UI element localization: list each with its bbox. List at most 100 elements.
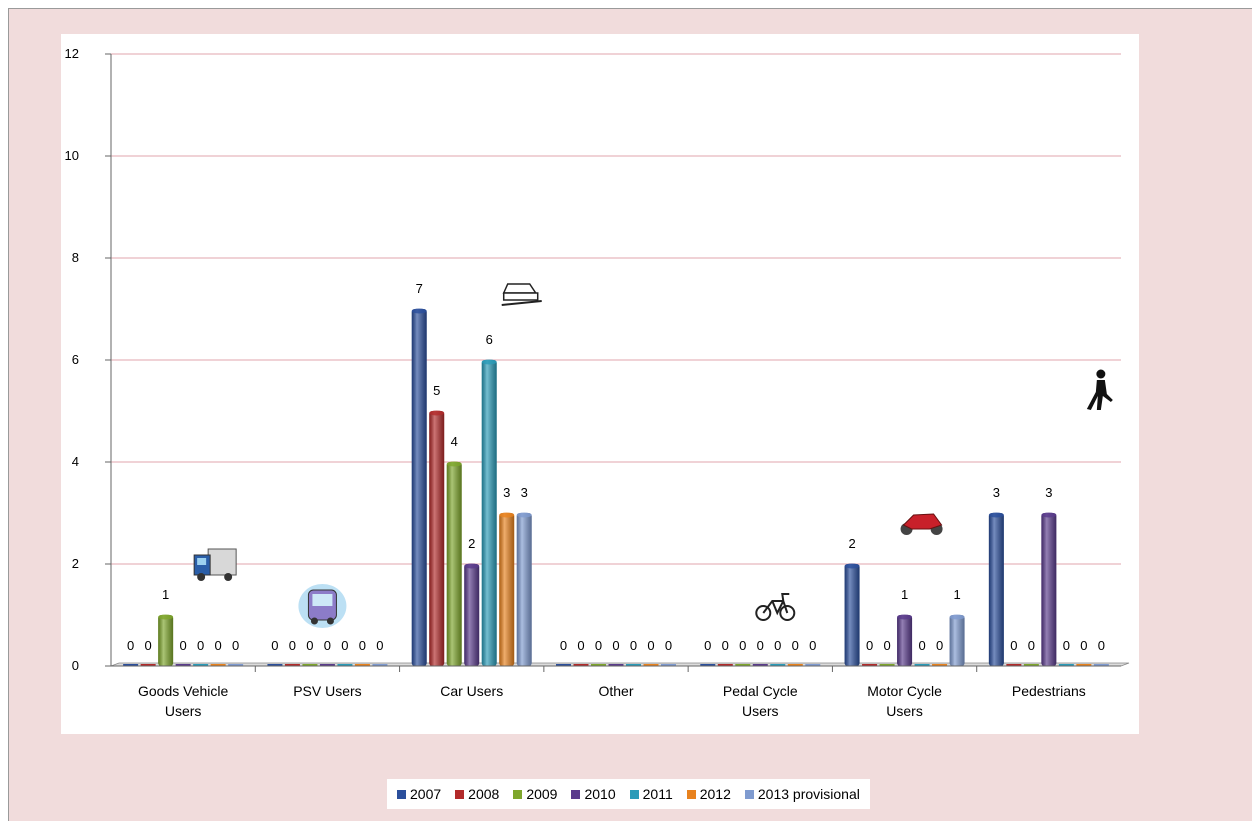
legend-item: 2009 <box>513 786 557 802</box>
bar-shading <box>158 615 174 666</box>
bar <box>770 664 786 666</box>
bar <box>140 664 156 666</box>
legend-item: 2012 <box>686 786 731 802</box>
data-label: 0 <box>289 638 296 653</box>
data-label: 0 <box>722 638 729 653</box>
data-label: 0 <box>324 638 331 653</box>
data-label: 0 <box>145 638 152 653</box>
bar-shading <box>516 513 532 666</box>
bar <box>228 664 244 666</box>
legend-swatch <box>397 789 406 799</box>
bar <box>626 664 641 666</box>
legend-swatch <box>744 789 754 799</box>
data-label: 0 <box>1080 638 1087 653</box>
legend-swatch <box>571 789 581 799</box>
bar <box>175 664 191 666</box>
legend-label: 2008 <box>468 786 500 802</box>
data-label: 5 <box>433 383 440 398</box>
bar <box>193 664 209 666</box>
bar <box>556 664 571 666</box>
bar <box>752 664 768 666</box>
x-tick-label: Car Users <box>440 683 503 699</box>
data-label: 0 <box>757 638 764 653</box>
bar <box>787 664 803 666</box>
bar <box>123 664 139 666</box>
bar-shading <box>411 309 427 666</box>
data-label: 3 <box>521 485 528 500</box>
y-tick-label: 10 <box>65 148 79 163</box>
bar <box>914 664 930 666</box>
data-label: 1 <box>901 587 908 602</box>
legend-label: 2009 <box>526 786 558 802</box>
bar <box>608 664 624 666</box>
data-label: 1 <box>953 587 960 602</box>
data-label: 6 <box>486 332 493 347</box>
bar <box>337 664 353 666</box>
bar-shading <box>988 513 1004 666</box>
data-label: 3 <box>993 485 1000 500</box>
bar <box>1093 664 1109 666</box>
bar <box>805 664 821 666</box>
bar <box>302 664 318 666</box>
bar <box>932 664 948 666</box>
bus-icon <box>298 584 347 628</box>
data-label: 2 <box>468 536 475 551</box>
x-tick-label: Users <box>742 703 779 719</box>
bar-cap <box>897 614 913 620</box>
data-label: 0 <box>271 638 278 653</box>
x-tick-label: Other <box>598 683 633 699</box>
bar <box>700 664 716 666</box>
bar-cap <box>949 614 965 620</box>
data-label: 0 <box>883 638 890 653</box>
y-tick-label: 8 <box>72 250 79 265</box>
bar-cap <box>481 359 497 365</box>
bar <box>1023 664 1039 666</box>
data-label: 1 <box>162 587 169 602</box>
bar-cap <box>158 614 174 620</box>
bar-shading <box>481 360 497 666</box>
bar <box>643 664 659 666</box>
bar-cap <box>464 563 480 569</box>
bar-shading <box>949 615 965 666</box>
data-label: 0 <box>376 638 383 653</box>
car-icon <box>501 283 542 306</box>
data-label: 0 <box>1098 638 1105 653</box>
data-label: 0 <box>232 638 239 653</box>
data-label: 0 <box>306 638 313 653</box>
data-label: 0 <box>560 638 567 653</box>
bar <box>735 664 751 666</box>
bicycle-icon <box>755 593 796 621</box>
bar-shading <box>429 411 445 666</box>
data-label: 0 <box>215 638 222 653</box>
bar-cap <box>988 512 1004 518</box>
data-label: 0 <box>704 638 711 653</box>
data-label: 0 <box>665 638 672 653</box>
bar-cap <box>844 563 860 569</box>
bar-cap <box>499 512 515 518</box>
legend-label: 2010 <box>584 786 616 802</box>
bar-shading <box>499 513 515 666</box>
data-label: 0 <box>595 638 602 653</box>
x-tick-label: Pedal Cycle <box>723 683 798 699</box>
y-tick-label: 2 <box>72 556 79 571</box>
bar <box>573 664 589 666</box>
bar-cap <box>411 308 427 314</box>
x-tick-label: Users <box>165 703 202 719</box>
bar-shading <box>1041 513 1057 666</box>
pedestrian-icon <box>1086 369 1113 410</box>
data-label: 0 <box>647 638 654 653</box>
legend-swatch <box>455 789 465 799</box>
legend-swatch <box>513 789 523 799</box>
bar <box>284 664 300 666</box>
legend-item: 2011 <box>629 786 673 802</box>
legend-swatch <box>629 789 639 799</box>
data-label: 0 <box>739 638 746 653</box>
bar-cap <box>429 410 445 416</box>
bar-shading <box>464 564 480 666</box>
bar <box>1076 664 1092 666</box>
legend-swatch <box>686 789 696 799</box>
bar <box>591 664 606 666</box>
data-label: 0 <box>197 638 204 653</box>
